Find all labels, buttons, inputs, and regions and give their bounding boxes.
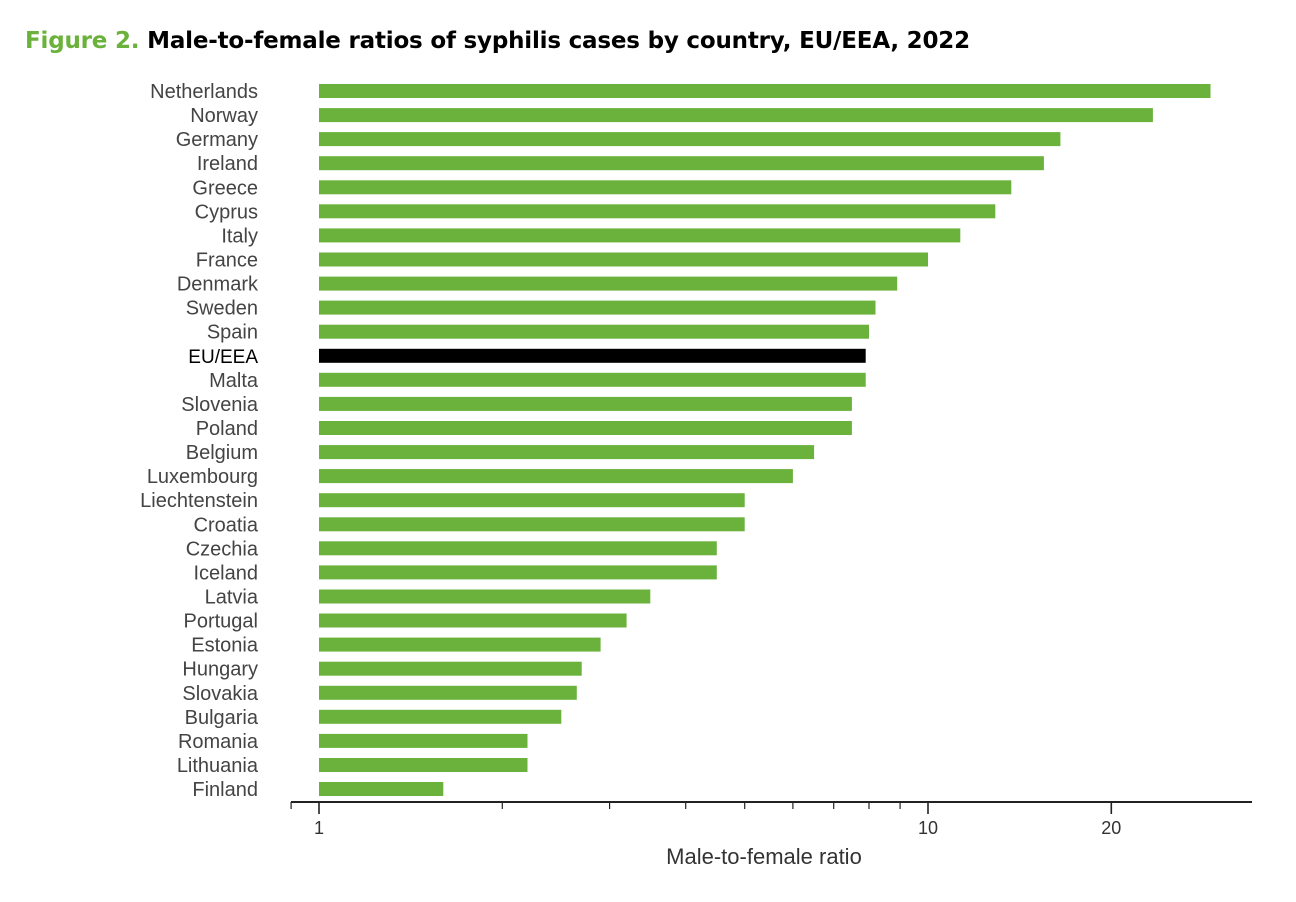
category-label: Slovakia	[182, 683, 258, 705]
category-label: Portugal	[184, 611, 259, 633]
bar-estonia	[319, 637, 601, 652]
bar-italy	[319, 228, 961, 243]
category-label: Luxembourg	[147, 466, 258, 488]
bar-greece	[319, 180, 1012, 195]
bars-group	[319, 84, 1211, 796]
bar-eu-eea	[319, 348, 866, 363]
x-axis: 1 10 20	[290, 801, 1252, 838]
category-label: France	[196, 250, 258, 272]
bar-germany	[319, 132, 1061, 147]
bar-finland	[319, 782, 444, 796]
category-label: Belgium	[186, 442, 258, 464]
category-label: Poland	[196, 418, 258, 440]
category-label: Spain	[207, 322, 258, 344]
figure-title-text: Male-to-female ratios of syphilis cases …	[147, 28, 970, 54]
figure-title: Figure 2. Male-to-female ratios of syphi…	[25, 28, 970, 54]
x-axis-title: Male-to-female ratio	[666, 844, 862, 869]
x-tick-label: 10	[918, 818, 938, 838]
category-label: Denmark	[177, 274, 259, 296]
bar-bulgaria	[319, 709, 562, 724]
bar-cyprus	[319, 204, 996, 219]
category-label: Czechia	[186, 538, 259, 560]
category-label: Croatia	[194, 514, 259, 536]
bar-france	[319, 252, 928, 267]
bar-denmark	[319, 276, 898, 291]
category-label: Finland	[192, 779, 258, 801]
bar-romania	[319, 733, 528, 748]
x-tick-label: 20	[1101, 818, 1121, 838]
category-label: Iceland	[194, 562, 259, 584]
category-label: Sweden	[186, 298, 258, 320]
category-label: Liechtenstein	[140, 490, 258, 512]
category-label: Slovenia	[181, 394, 259, 416]
category-label: Malta	[209, 370, 259, 392]
category-label: Norway	[190, 105, 258, 127]
bar-latvia	[319, 589, 651, 604]
category-label: Latvia	[205, 587, 259, 609]
category-label: Estonia	[191, 635, 259, 657]
bar-malta	[319, 372, 866, 387]
bar-norway	[319, 108, 1153, 123]
bar-portugal	[319, 613, 627, 628]
bar-spain	[319, 324, 869, 339]
bar-lithuania	[319, 758, 528, 772]
category-label: EU/EEA	[188, 347, 258, 368]
bar-czechia	[319, 541, 717, 556]
category-label: Greece	[192, 177, 258, 199]
bar-sweden	[319, 300, 876, 315]
category-label: Romania	[178, 731, 259, 753]
bar-iceland	[319, 565, 717, 580]
bar-slovenia	[319, 396, 852, 411]
category-label: Netherlands	[150, 81, 258, 103]
bar-netherlands	[319, 84, 1211, 98]
category-label: Hungary	[182, 659, 258, 681]
bar-croatia	[319, 517, 745, 532]
category-label: Lithuania	[177, 755, 259, 777]
category-labels: NetherlandsNorwayGermanyIrelandGreeceCyp…	[140, 81, 259, 801]
category-label: Cyprus	[195, 201, 258, 223]
bar-slovakia	[319, 685, 577, 700]
x-tick-label: 1	[314, 818, 324, 838]
bar-luxembourg	[319, 469, 793, 484]
bar-hungary	[319, 661, 582, 676]
bar-ireland	[319, 156, 1044, 171]
category-label: Bulgaria	[185, 707, 259, 729]
bar-liechtenstein	[319, 493, 745, 508]
category-label: Ireland	[197, 153, 258, 175]
bar-belgium	[319, 445, 815, 460]
figure-number: Figure 2.	[25, 28, 140, 54]
category-label: Italy	[221, 225, 258, 247]
bar-poland	[319, 421, 852, 435]
category-label: Germany	[176, 129, 258, 151]
